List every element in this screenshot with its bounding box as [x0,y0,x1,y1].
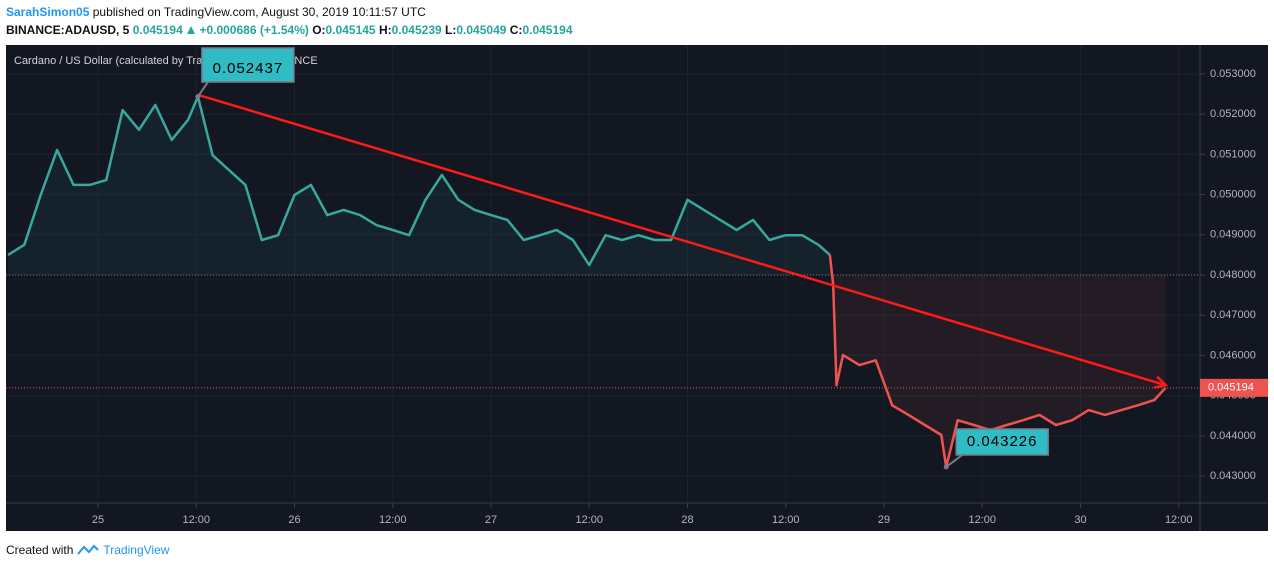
callout-label: 0.052437 [213,60,284,77]
y-tick-label: 0.050000 [1210,188,1256,200]
header-line: SarahSimon05 published on TradingView.co… [6,5,426,19]
y-tick-label: 0.048000 [1210,269,1256,281]
arrow-head [1153,375,1169,389]
callout-connector [197,81,209,98]
x-tick-label: 12:00 [575,514,603,526]
x-tick-label: 12:00 [968,514,996,526]
y-tick-label: 0.043000 [1210,470,1256,482]
x-tick-label: 28 [681,514,693,526]
y-tick-label: 0.046000 [1210,349,1256,361]
y-tick-label: 0.052000 [1210,108,1256,120]
callout-point [943,464,949,470]
x-tick-label: 12:00 [183,514,211,526]
y-tick-label: 0.047000 [1210,309,1256,321]
close: 0.045194 [522,23,573,37]
close-label: C: [509,23,523,37]
quote-line: BINANCE:ADAUSD, 5 0.045194 +0.000686 (+1… [6,23,573,37]
y-tick-label: 0.049000 [1210,229,1256,241]
last-price-box [1200,378,1268,397]
callout-point [195,94,201,100]
created: Created with [6,543,74,557]
x-tick-label: 27 [485,514,497,526]
x-tick-label: 12:00 [379,514,407,526]
open: 0.045145 [325,23,376,37]
x-tick-label: 12:00 [772,514,800,526]
high-label: H: [378,23,392,37]
x-tick-label: 29 [878,514,890,526]
up-icon [187,26,196,34]
y-tick-label: 0.053000 [1210,68,1256,80]
trend-arrow [197,93,1166,387]
panel [6,45,1268,531]
change: +0.000686 (+1.54%) [199,23,309,37]
y-tick-label: 0.044000 [1210,430,1256,442]
x-tick-label: 26 [288,514,300,526]
x-tick-label: 12:00 [1165,514,1193,526]
callout-label: 0.043226 [967,433,1038,450]
chart: Cardano / US Dollar (calculated by Tradi… [6,45,1268,531]
low: 0.045049 [456,23,507,37]
open-label: O: [312,23,326,37]
x-tick-label: 30 [1074,514,1086,526]
high: 0.045239 [391,23,442,37]
x-tick-label: 25 [92,514,104,526]
author[interactable]: SarahSimon05 [6,5,90,19]
last: 0.045194 [132,23,183,37]
series-line [7,95,831,267]
series-area [7,96,830,276]
callout-connector [945,454,963,468]
logo [77,544,100,555]
callout-box [955,428,1049,456]
series-line [828,254,1167,469]
callout-box [201,47,295,83]
last-price-label: 0.045194 [1208,382,1254,394]
published: published on TradingView.com, August 30,… [92,5,426,19]
low-label: L: [445,23,457,37]
brand[interactable]: TradingView [103,543,170,557]
y-tick-label: 0.051000 [1210,148,1256,160]
footer: Created with TradingView [6,543,169,557]
symbol: BINANCE:ADAUSD, 5 [6,23,130,37]
